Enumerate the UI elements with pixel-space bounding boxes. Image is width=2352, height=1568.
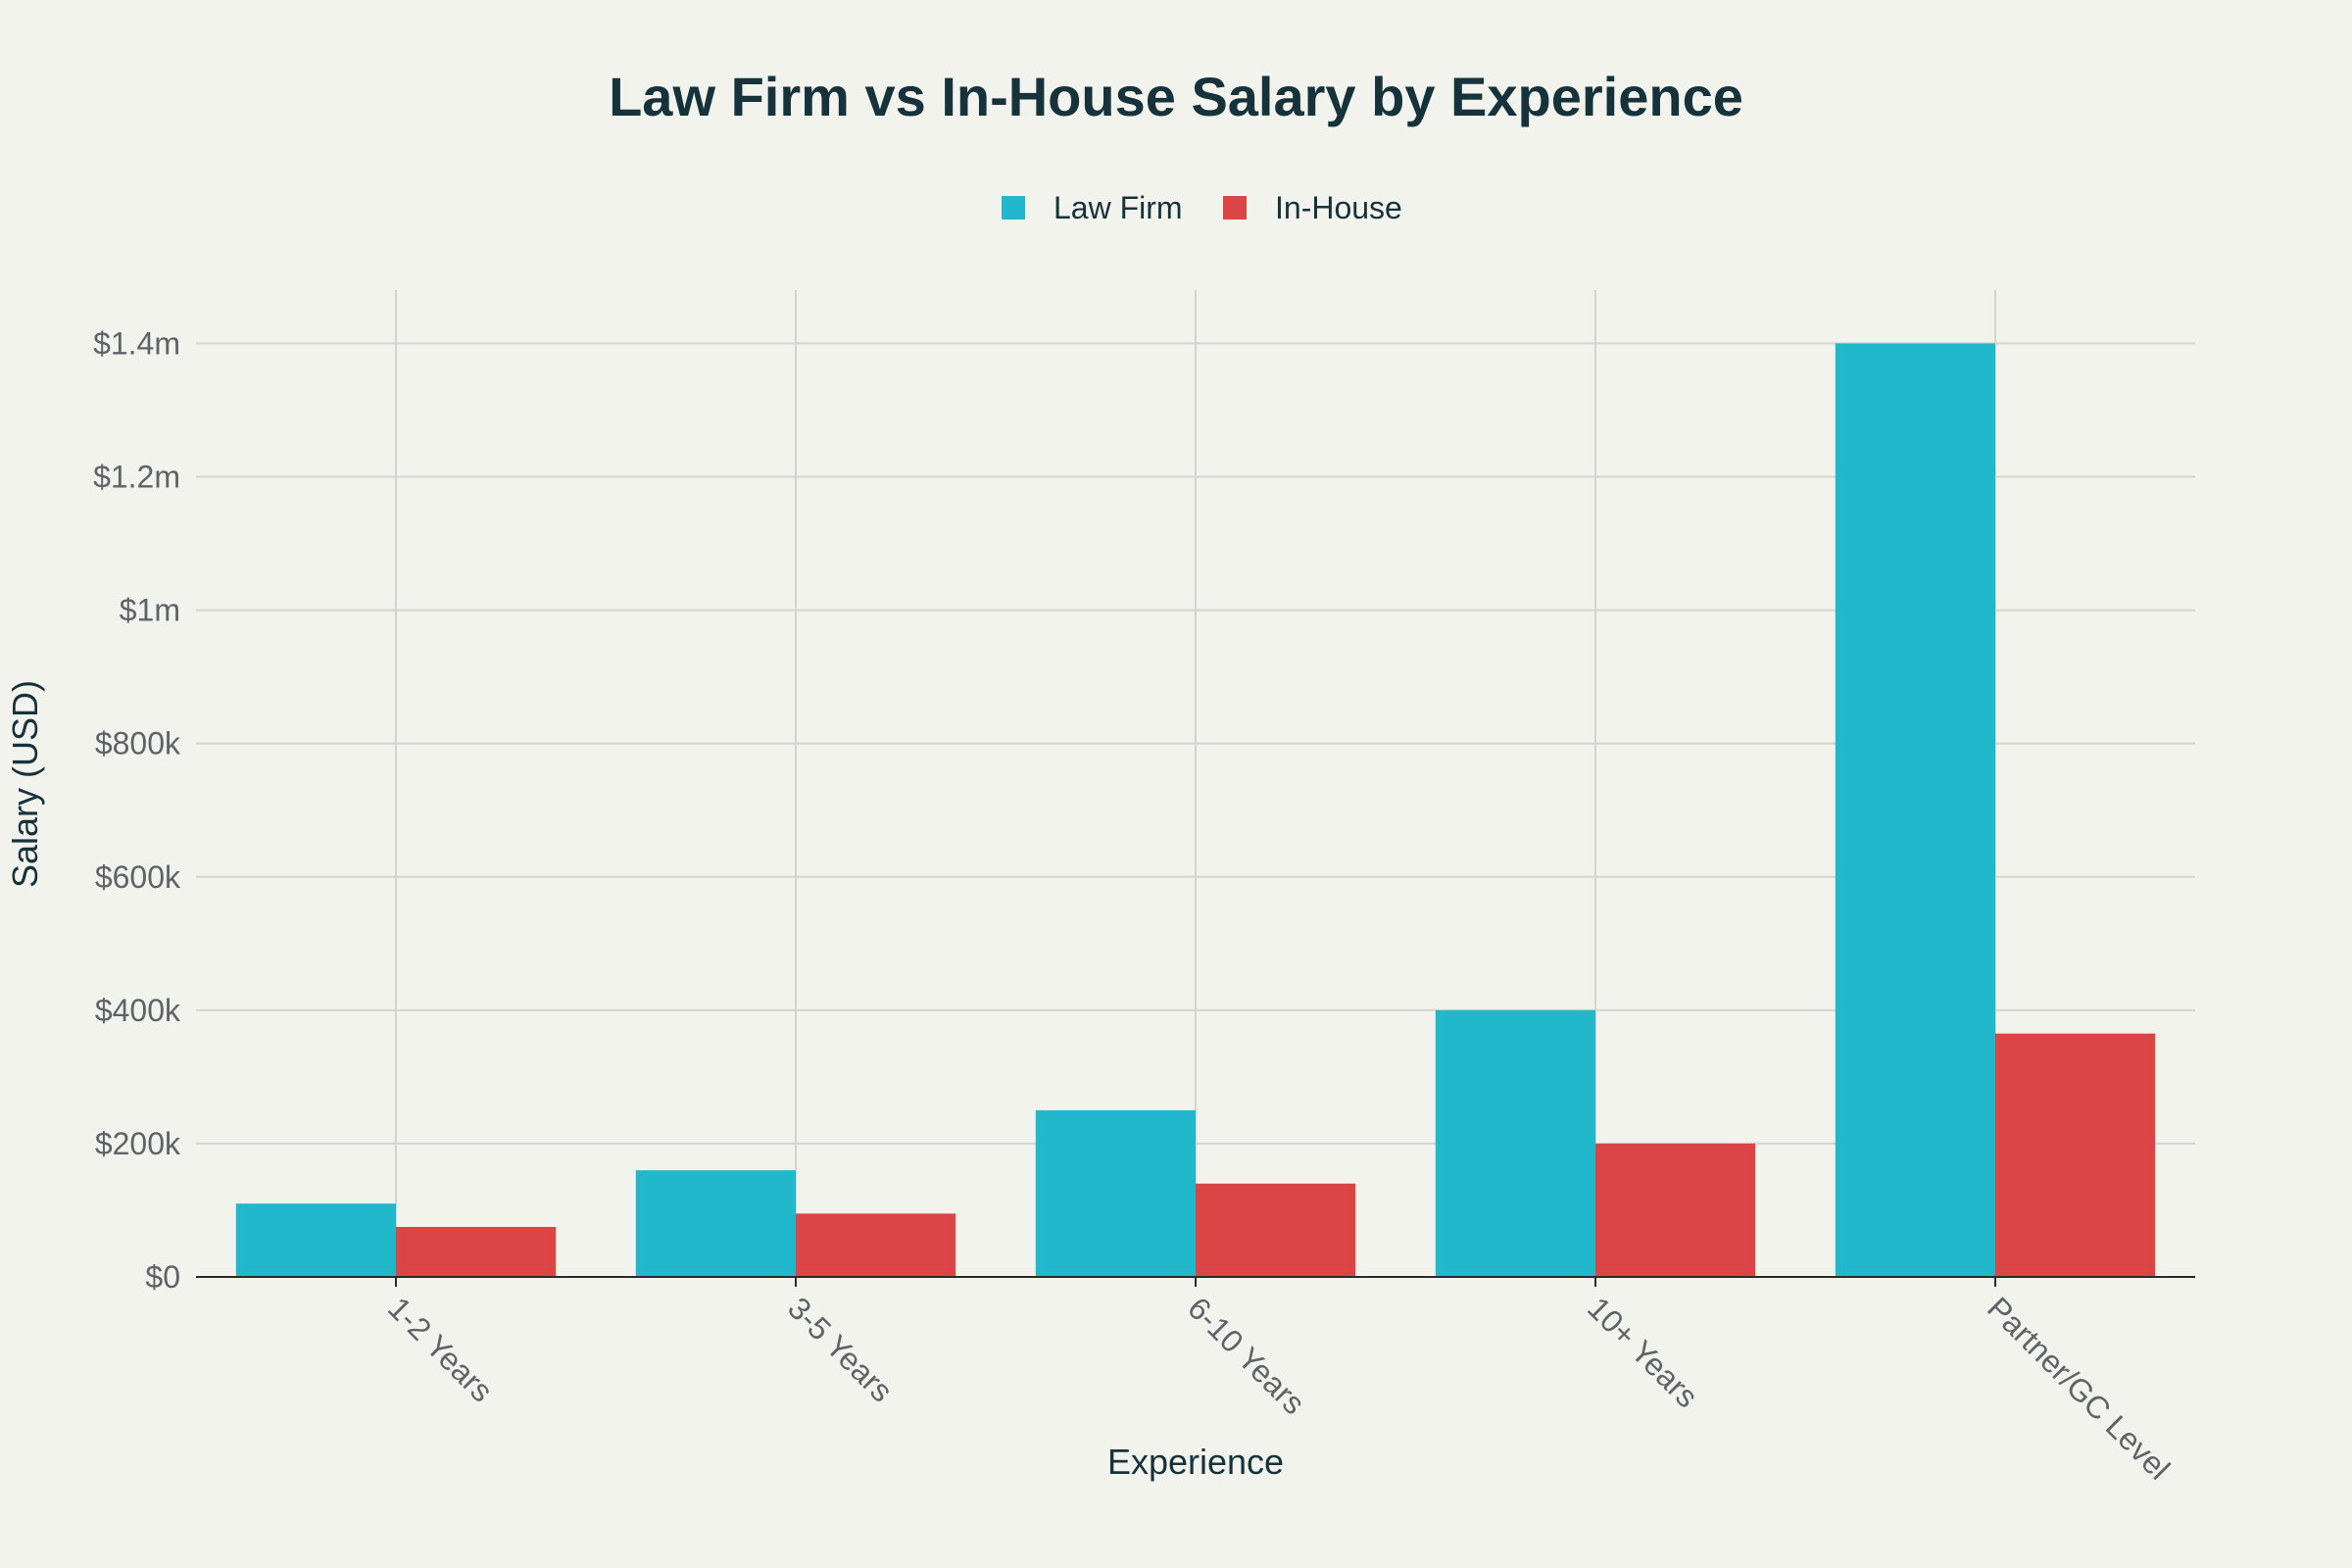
y-tick-label: $800k	[95, 726, 181, 761]
bar-law-firm	[235, 1203, 396, 1277]
chart-title: Law Firm vs In-House Salary by Experienc…	[609, 66, 1743, 127]
legend-label: In-House	[1275, 190, 1402, 225]
y-tick-label: $1m	[120, 593, 180, 628]
bar-law-firm	[1035, 1109, 1196, 1277]
bar-in-house	[1995, 1033, 2156, 1277]
y-tick-label: $200k	[95, 1126, 181, 1161]
x-tick-label: 1-2 Years	[381, 1290, 500, 1408]
x-axis-title: Experience	[1107, 1442, 1284, 1482]
bar-in-house	[1196, 1183, 1356, 1277]
y-tick-label: $400k	[95, 993, 181, 1028]
y-tick-label: $0	[145, 1259, 180, 1295]
legend-swatch	[1223, 196, 1247, 220]
legend-item-law-firm: Law Firm	[1002, 190, 1183, 225]
bars	[235, 343, 2156, 1277]
x-tick-label: 6-10 Years	[1181, 1290, 1312, 1421]
bar-law-firm	[1435, 1009, 1595, 1277]
legend-swatch	[1002, 196, 1025, 220]
y-tick-label: $1.4m	[93, 325, 180, 361]
legend-label: Law Firm	[1054, 190, 1183, 225]
y-tick-label: $600k	[95, 859, 181, 895]
bar-in-house	[796, 1213, 956, 1277]
y-axis-title: Salary (USD)	[5, 680, 45, 888]
bar-in-house	[1595, 1143, 1756, 1277]
legend-item-in-house: In-House	[1223, 190, 1402, 225]
bar-in-house	[396, 1226, 557, 1277]
legend: Law Firm In-House	[1002, 190, 1402, 225]
x-tick-label: 3-5 Years	[781, 1290, 900, 1408]
y-tick-label: $1.2m	[93, 460, 180, 495]
x-tick-label: 10+ Years	[1581, 1290, 1705, 1414]
x-tick-label: Partner/GC Level	[1981, 1290, 2177, 1486]
bar-law-firm	[1835, 343, 1995, 1277]
bar-law-firm	[635, 1170, 796, 1277]
